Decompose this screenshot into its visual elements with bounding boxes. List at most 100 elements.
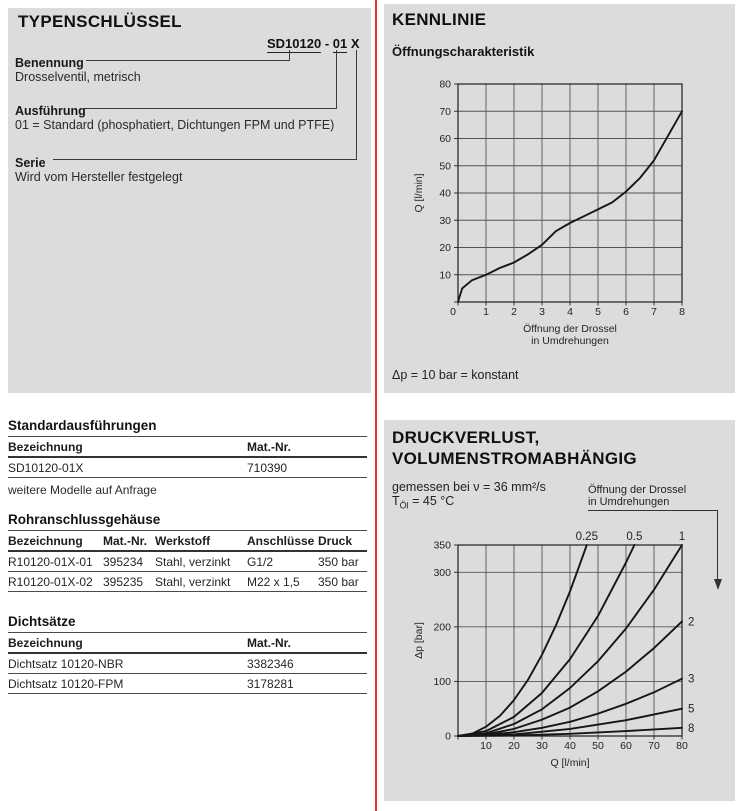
table-cell: 395234 bbox=[103, 551, 155, 572]
x-tick-label: 30 bbox=[536, 740, 548, 752]
x-tick-label: 20 bbox=[508, 740, 520, 752]
druckverlust-title-line1: DRUCKVERLUST, bbox=[392, 428, 540, 447]
column-header: Mat.-Nr. bbox=[247, 633, 367, 654]
rohranschluss-table-section: Rohranschlussgehäuse Bezeichnung Mat.-Nr.… bbox=[8, 512, 371, 592]
kennlinie-title: KENNLINIE bbox=[392, 10, 487, 29]
type-code-connector-benennung bbox=[86, 50, 290, 61]
curve-Q bbox=[457, 110, 683, 303]
table-cell: 350 bar bbox=[318, 571, 367, 592]
y-tick-label: 60 bbox=[439, 133, 451, 145]
table-header-row: Bezeichnung Mat.-Nr. bbox=[8, 633, 367, 654]
table-row: Dichtsatz 10120-FPM 3178281 bbox=[8, 673, 367, 694]
dichtsaetze-table: Bezeichnung Mat.-Nr. Dichtsatz 10120-NBR 33… bbox=[8, 633, 367, 694]
arrow-down-icon bbox=[714, 579, 722, 590]
x-tick-label: 8 bbox=[679, 306, 685, 318]
type-code-version: 01 bbox=[332, 36, 348, 53]
x-tick-label: 4 bbox=[567, 306, 573, 318]
x-tick-label: 3 bbox=[539, 306, 545, 318]
column-header: Bezeichnung bbox=[8, 437, 247, 458]
y-tick-label: 40 bbox=[439, 188, 451, 200]
y-tick-label: 70 bbox=[439, 106, 451, 118]
column-header: Bezeichnung bbox=[8, 531, 103, 552]
dichtsaetze-table-section: Dichtsätze Bezeichnung Mat.-Nr. Dichtsatz … bbox=[8, 614, 371, 694]
table-cell: R10120-01X-01 bbox=[8, 551, 103, 572]
druckverlust-panel: DRUCKVERLUST, VOLUMENSTROMABHÄNGIG gemes… bbox=[384, 420, 735, 801]
standard-table-section: Standardausführungen Bezeichnung Mat.-Nr.… bbox=[8, 418, 371, 497]
temperature-subscript: Öl bbox=[399, 500, 409, 511]
ausfuehrung-desc: 01 = Standard (phosphatiert, Dichtungen … bbox=[15, 118, 335, 132]
table-header-row: Bezeichnung Mat.-Nr. Werkstoff Anschlüsse Dr… bbox=[8, 531, 367, 552]
table-row: R10120-01X-02 395235 Stahl, verzinkt M22 x … bbox=[8, 571, 367, 592]
y-tick-label: 10 bbox=[439, 269, 451, 281]
standard-table: Bezeichnung Mat.-Nr. SD10120-01X 710390 bbox=[8, 437, 367, 478]
table-cell: 3382346 bbox=[247, 653, 367, 674]
rohranschluss-table: Bezeichnung Mat.-Nr. Werkstoff Anschlüsse Dr… bbox=[8, 531, 367, 592]
x-tick-label: 6 bbox=[623, 306, 629, 318]
x-tick-label: 50 bbox=[592, 740, 604, 752]
type-code-base: SD10120 bbox=[267, 36, 322, 53]
curve-label-8: 8 bbox=[688, 723, 694, 735]
curve-label-2: 2 bbox=[688, 616, 694, 628]
druckverlust-chart: 10 20 30 40 50 60 70 80 0 100 200 300 350 0.25 0.5 1 2 3 5… bbox=[413, 531, 694, 769]
column-header: Mat.-Nr. bbox=[103, 531, 155, 552]
y-tick-label: 100 bbox=[433, 676, 451, 688]
table-cell: 3178281 bbox=[247, 673, 367, 694]
table-cell: SD10120-01X bbox=[8, 457, 247, 478]
column-header: Anschlüsse bbox=[247, 531, 318, 552]
table-cell: Dichtsatz 10120-NBR bbox=[8, 653, 247, 674]
standard-table-title: Standardausführungen bbox=[8, 418, 367, 437]
curve-label-1: 1 bbox=[679, 531, 685, 543]
y-tick-label: 80 bbox=[439, 79, 451, 91]
y-axis-label: Q [l/min] bbox=[413, 173, 425, 212]
table-cell: M22 x 1,5 bbox=[247, 571, 318, 592]
ausfuehrung-label: Ausführung bbox=[15, 104, 86, 118]
curve-2 bbox=[457, 620, 683, 737]
x-tick-label: 70 bbox=[648, 740, 660, 752]
x-tick-label: 10 bbox=[480, 740, 492, 752]
x-axis-label: Q [l/min] bbox=[550, 757, 589, 769]
type-code-connector-ausfuehrung bbox=[84, 50, 337, 109]
dichtsaetze-table-title: Dichtsätze bbox=[8, 614, 367, 633]
curve-family-label-line1: Öffnung der Drossel bbox=[588, 484, 687, 496]
type-code-separator: - bbox=[321, 36, 333, 51]
y-tick-label: 50 bbox=[439, 160, 451, 172]
type-code: SD10120 - 01 X bbox=[267, 36, 360, 53]
y-tick-label: 30 bbox=[439, 215, 451, 227]
curve-1 bbox=[457, 544, 683, 737]
table-cell: G1/2 bbox=[247, 551, 318, 572]
table-cell: 395235 bbox=[103, 571, 155, 592]
kennlinie-panel: KENNLINIE Öffnungscharakteristik 0 1 2 3 4 5 6… bbox=[384, 4, 735, 393]
table-row: Dichtsatz 10120-NBR 3382346 bbox=[8, 653, 367, 674]
serie-label: Serie bbox=[15, 156, 46, 170]
standard-table-footnote: weitere Modelle auf Anfrage bbox=[8, 483, 157, 497]
measurement-condition-viscosity: gemessen bei ν = 36 mm²/s bbox=[392, 480, 546, 494]
x-tick-label: 40 bbox=[564, 740, 576, 752]
x-tick-label: 5 bbox=[595, 306, 601, 318]
rohranschluss-table-title: Rohranschlussgehäuse bbox=[8, 512, 367, 531]
plot-border bbox=[457, 544, 683, 737]
curve-family-label-line2: in Umdrehungen bbox=[588, 496, 670, 508]
x-axis-label: Öffnung der Drossel bbox=[523, 323, 617, 335]
serie-desc: Wird vom Hersteller festgelegt bbox=[15, 170, 183, 184]
curve-label-0.25: 0.25 bbox=[576, 531, 598, 543]
type-code-connector-serie bbox=[53, 50, 357, 160]
table-row: R10120-01X-01 395234 Stahl, verzinkt G1/2 35… bbox=[8, 551, 367, 572]
curve-label-3: 3 bbox=[688, 674, 694, 686]
y-tick-label: 300 bbox=[433, 567, 451, 579]
column-header: Bezeichnung bbox=[8, 633, 247, 654]
column-header: Mat.-Nr. bbox=[247, 437, 367, 458]
typenschluessel-title: TYPENSCHLÜSSEL bbox=[18, 12, 182, 31]
temperature-value: = 45 °C bbox=[408, 494, 455, 508]
column-header: Werkstoff bbox=[155, 531, 247, 552]
x-tick-label: 2 bbox=[511, 306, 517, 318]
y-tick-label: 200 bbox=[433, 621, 451, 633]
table-cell: 710390 bbox=[247, 457, 367, 478]
curve-label-5: 5 bbox=[688, 704, 694, 716]
table-cell: Stahl, verzinkt bbox=[155, 551, 247, 572]
table-cell: Stahl, verzinkt bbox=[155, 571, 247, 592]
y-tick-label: 20 bbox=[439, 242, 451, 254]
column-divider bbox=[375, 0, 377, 811]
table-cell: R10120-01X-02 bbox=[8, 571, 103, 592]
x-tick-label: 0 bbox=[450, 306, 456, 318]
y-tick-label: 0 bbox=[445, 731, 451, 743]
